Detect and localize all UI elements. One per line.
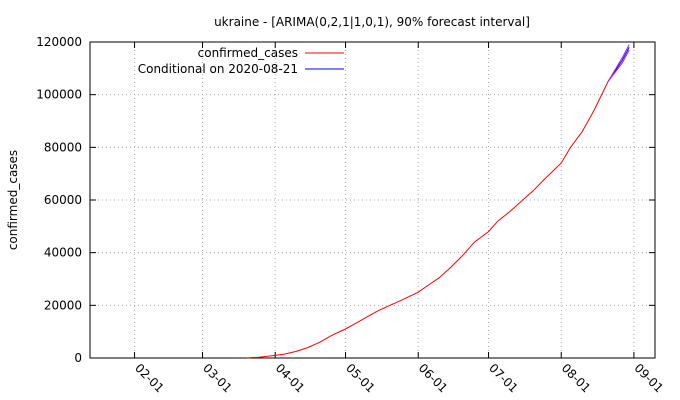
legend-label-confirmed-cases: confirmed_cases [198, 46, 298, 60]
y-tick-label: 100000 [36, 88, 82, 102]
series-line-confirmed-cases [247, 81, 609, 359]
x-tick-label: 02-01 [132, 361, 167, 396]
legend-label-conditional: Conditional on 2020-08-21 [138, 62, 298, 76]
y-ticks: 0 20000 40000 60000 80000 100000 120000 [36, 35, 655, 365]
x-tick-label: 04-01 [273, 361, 308, 396]
x-tick-label: 08-01 [559, 361, 594, 396]
x-tick-label: 06-01 [416, 361, 451, 396]
x-ticks: 02-01 03-01 04-01 05-01 06-01 07-01 08-01 09-01 [132, 42, 666, 395]
x-tick-label: 07-01 [486, 361, 521, 396]
chart-title: ukraine - [ARIMA(0,2,1|1,0,1), 90% forec… [214, 15, 530, 29]
x-tick-label: 09-01 [631, 361, 666, 396]
y-tick-label: 80000 [44, 140, 82, 154]
forecast-lower-bound [607, 49, 630, 82]
x-tick-label: 03-01 [200, 361, 235, 396]
forecast-upper-bound [607, 44, 630, 82]
y-tick-label: 40000 [44, 246, 82, 260]
y-tick-label: 120000 [36, 35, 82, 49]
series-layer [247, 44, 630, 359]
y-tick-label: 20000 [44, 298, 82, 312]
x-tick-label: 05-01 [343, 361, 378, 396]
y-axis-label: confirmed_cases [6, 150, 20, 250]
grid [90, 42, 655, 358]
y-tick-label: 0 [74, 351, 82, 365]
legend: confirmed_cases Conditional on 2020-08-2… [138, 46, 344, 76]
y-tick-label: 60000 [44, 193, 82, 207]
